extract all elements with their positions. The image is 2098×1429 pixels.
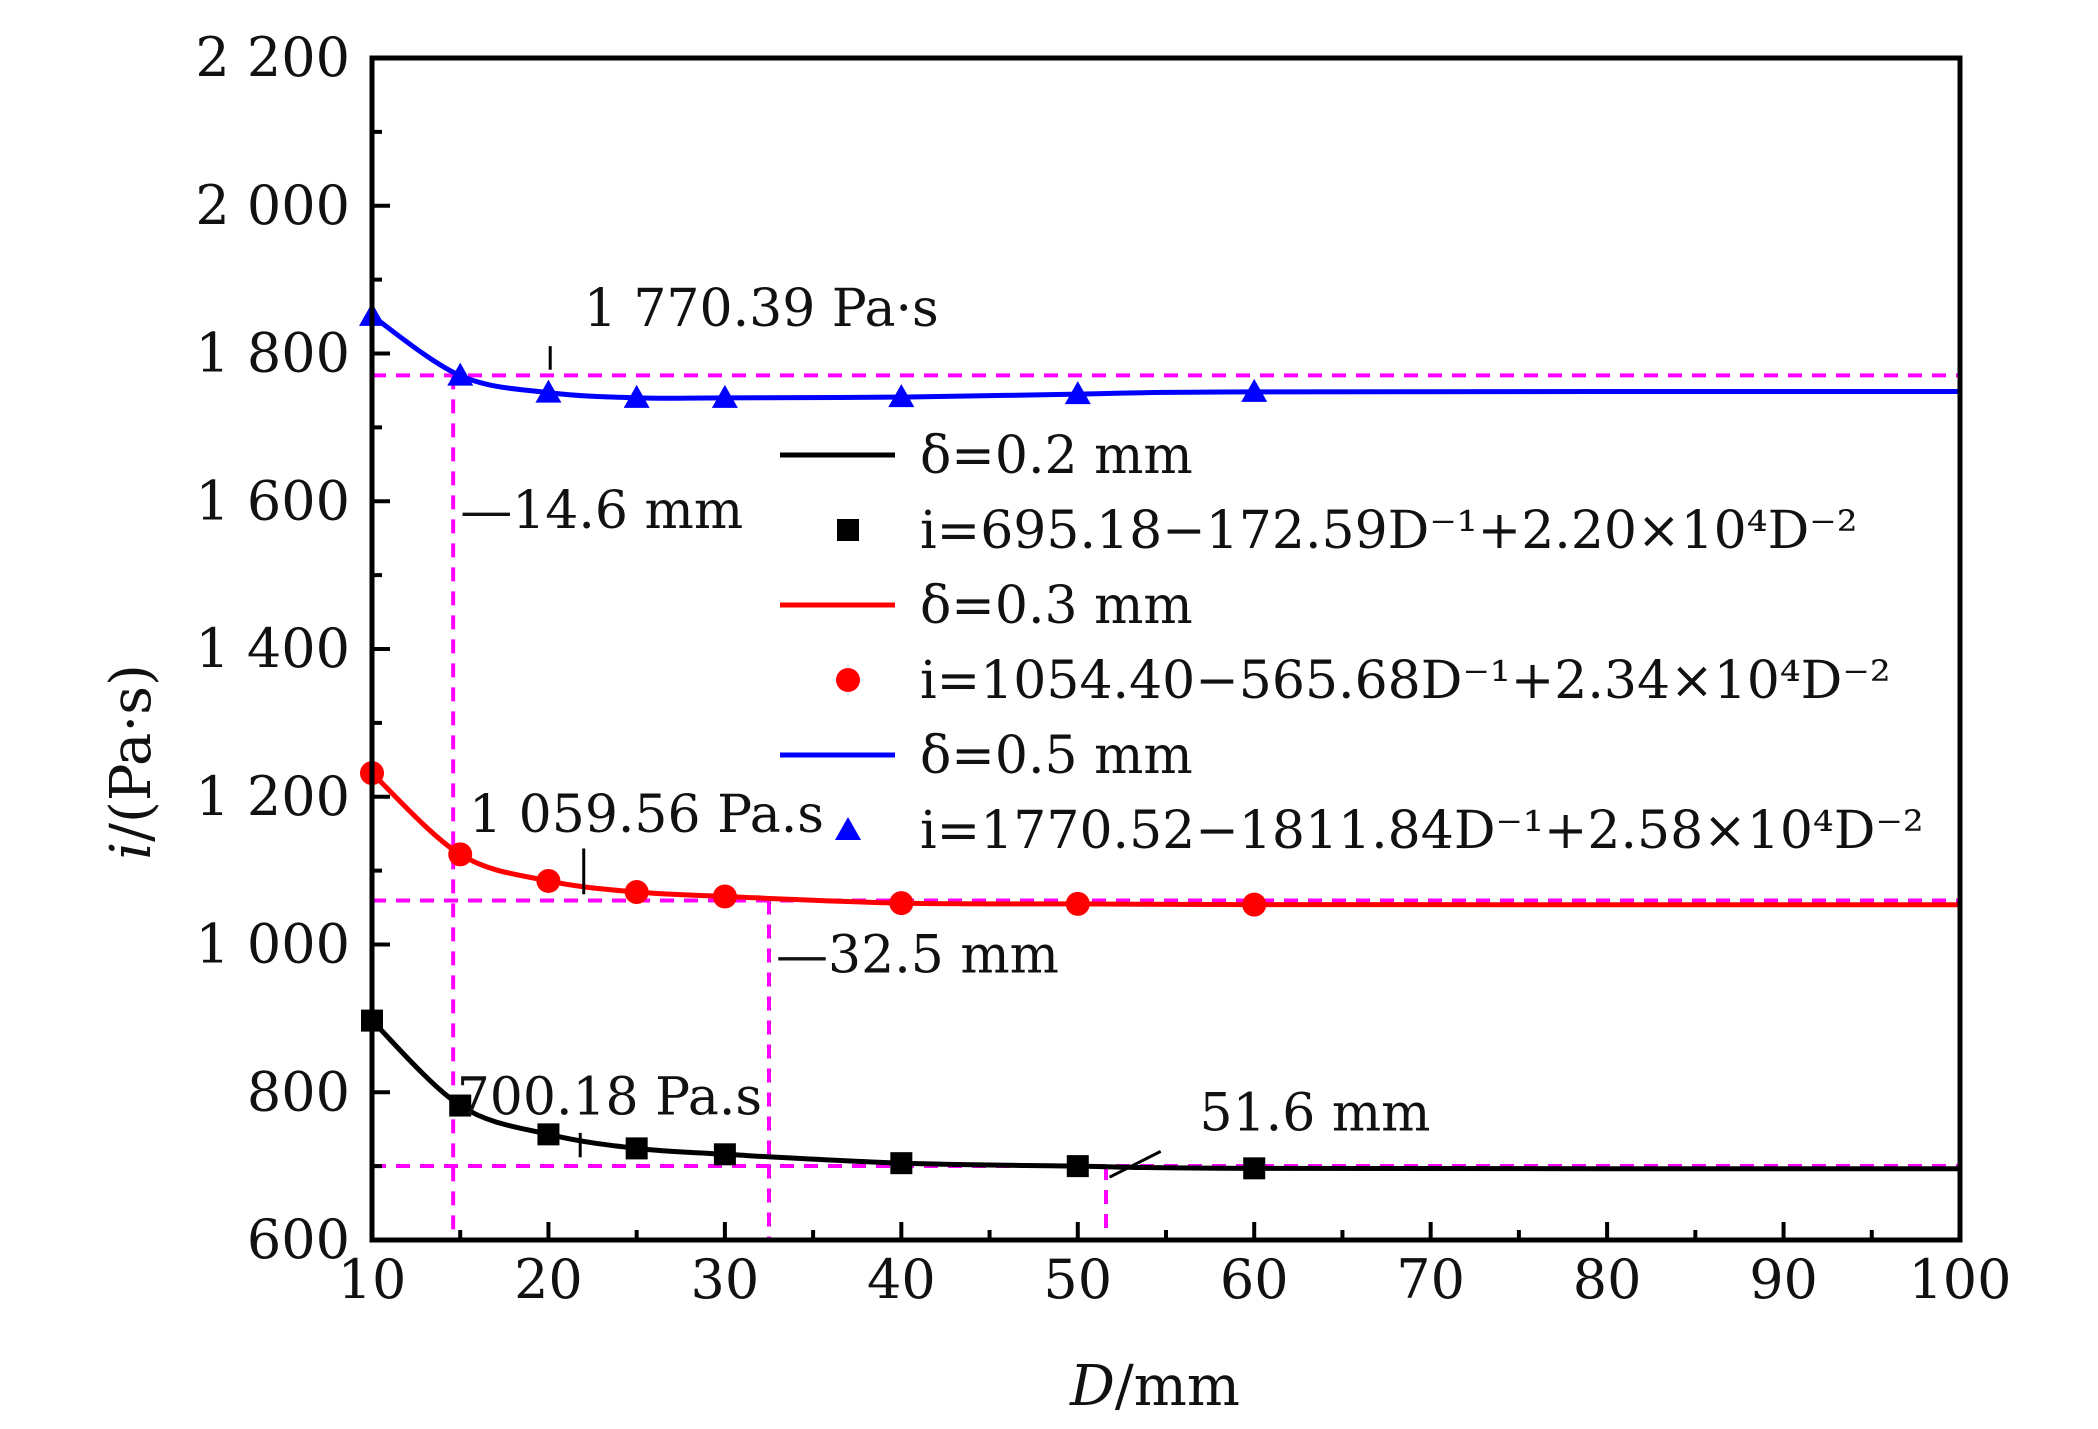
data-point-s2-7 [1241, 378, 1268, 402]
y-tick-label-2: 1 000 [195, 913, 350, 976]
legend-name-1: δ=0.3 mm [920, 576, 1193, 636]
legend-marker-0 [837, 519, 859, 541]
y-axis-title: i/(Pa·s) [99, 664, 164, 860]
x-tick-label-0: 10 [338, 1248, 407, 1311]
x-tick-label-9: 100 [1908, 1248, 2011, 1311]
data-point-s1-1 [448, 842, 473, 867]
plot-frame-rect [369, 55, 1963, 1243]
x-tick-label-6: 70 [1396, 1248, 1465, 1311]
data-point-s2-4 [711, 384, 738, 408]
y-tick-label-3: 1 200 [195, 765, 350, 828]
annotation-0: 1 770.39 Pa·s [584, 279, 939, 339]
data-point-s2-6 [1064, 381, 1091, 405]
y-tick-label-8: 2 200 [195, 26, 350, 89]
legend-fit-2: i=1770.52−1811.84D⁻¹+2.58×10⁴D⁻² [920, 801, 1924, 861]
x-tick-label-8: 90 [1749, 1248, 1818, 1311]
annotation-5: 51.6 mm [1200, 1084, 1431, 1144]
x-tick-label-7: 80 [1573, 1248, 1642, 1311]
y-tick-label-0: 600 [247, 1208, 350, 1271]
legend-fit-0: i=695.18−172.59D⁻¹+2.20×10⁴D⁻² [920, 501, 1858, 561]
x-tick-label-2: 30 [691, 1248, 760, 1311]
data-point-s1-5 [889, 891, 914, 916]
legend: δ=0.2 mm i=695.18−172.59D⁻¹+2.20×10⁴D⁻² δ=… [780, 426, 1924, 861]
y-tick-label-1: 800 [247, 1060, 350, 1123]
series-layer [359, 302, 1961, 1180]
data-point-s1-4 [712, 884, 737, 909]
data-point-s1-6 [1065, 891, 1090, 916]
y-tick-label-4: 1 400 [195, 617, 350, 680]
annotations: 1 770.39 Pa·s —14.6 mm 1 059.56 Pa.s —32.5 … [457, 279, 1431, 1179]
data-point-s2-3 [623, 384, 650, 408]
x-tick-label-5: 60 [1220, 1248, 1289, 1311]
data-point-s0-5 [890, 1152, 913, 1175]
data-point-s2-1 [447, 362, 474, 386]
x-tick-label-3: 40 [867, 1248, 936, 1311]
data-point-s0-2 [537, 1123, 560, 1146]
legend-marker-1 [836, 668, 860, 692]
annotation-3: —32.5 mm [776, 926, 1059, 986]
data-point-s1-2 [536, 868, 561, 893]
data-point-s1-7 [1242, 892, 1267, 917]
annotation-4: 700.18 Pa.s [457, 1067, 762, 1127]
data-point-s0-6 [1066, 1155, 1089, 1178]
annotation-1: —14.6 mm [460, 481, 743, 541]
annotation-2: 1 059.56 Pa.s [469, 785, 824, 845]
data-point-s0-1 [449, 1094, 472, 1117]
data-point-s0-7 [1243, 1157, 1266, 1180]
annotation-leader-5 [1108, 1150, 1162, 1179]
y-tick-label-5: 1 600 [195, 469, 350, 532]
y-tick-label-7: 2 000 [195, 174, 350, 237]
legend-marker-2 [835, 817, 861, 840]
axis-ticks: 10 20 30 40 50 60 70 80 90 100 600 800 1 000 1 200 1 4… [195, 26, 2011, 1311]
plot-frame [369, 55, 1963, 1243]
data-point-s0-3 [625, 1137, 648, 1160]
x-axis-title: D/mm [1069, 1354, 1240, 1419]
legend-name-0: δ=0.2 mm [920, 426, 1193, 486]
x-tick-label-1: 20 [514, 1248, 583, 1311]
data-point-s2-5 [888, 384, 915, 408]
data-point-s1-3 [624, 880, 649, 905]
y-tick-label-6: 1 800 [195, 322, 350, 385]
legend-name-2: δ=0.5 mm [920, 726, 1193, 786]
data-point-s0-4 [713, 1143, 736, 1166]
x-tick-label-4: 50 [1043, 1248, 1112, 1311]
legend-fit-1: i=1054.40−565.68D⁻¹+2.34×10⁴D⁻² [920, 651, 1891, 711]
data-point-s2-2 [535, 379, 562, 403]
